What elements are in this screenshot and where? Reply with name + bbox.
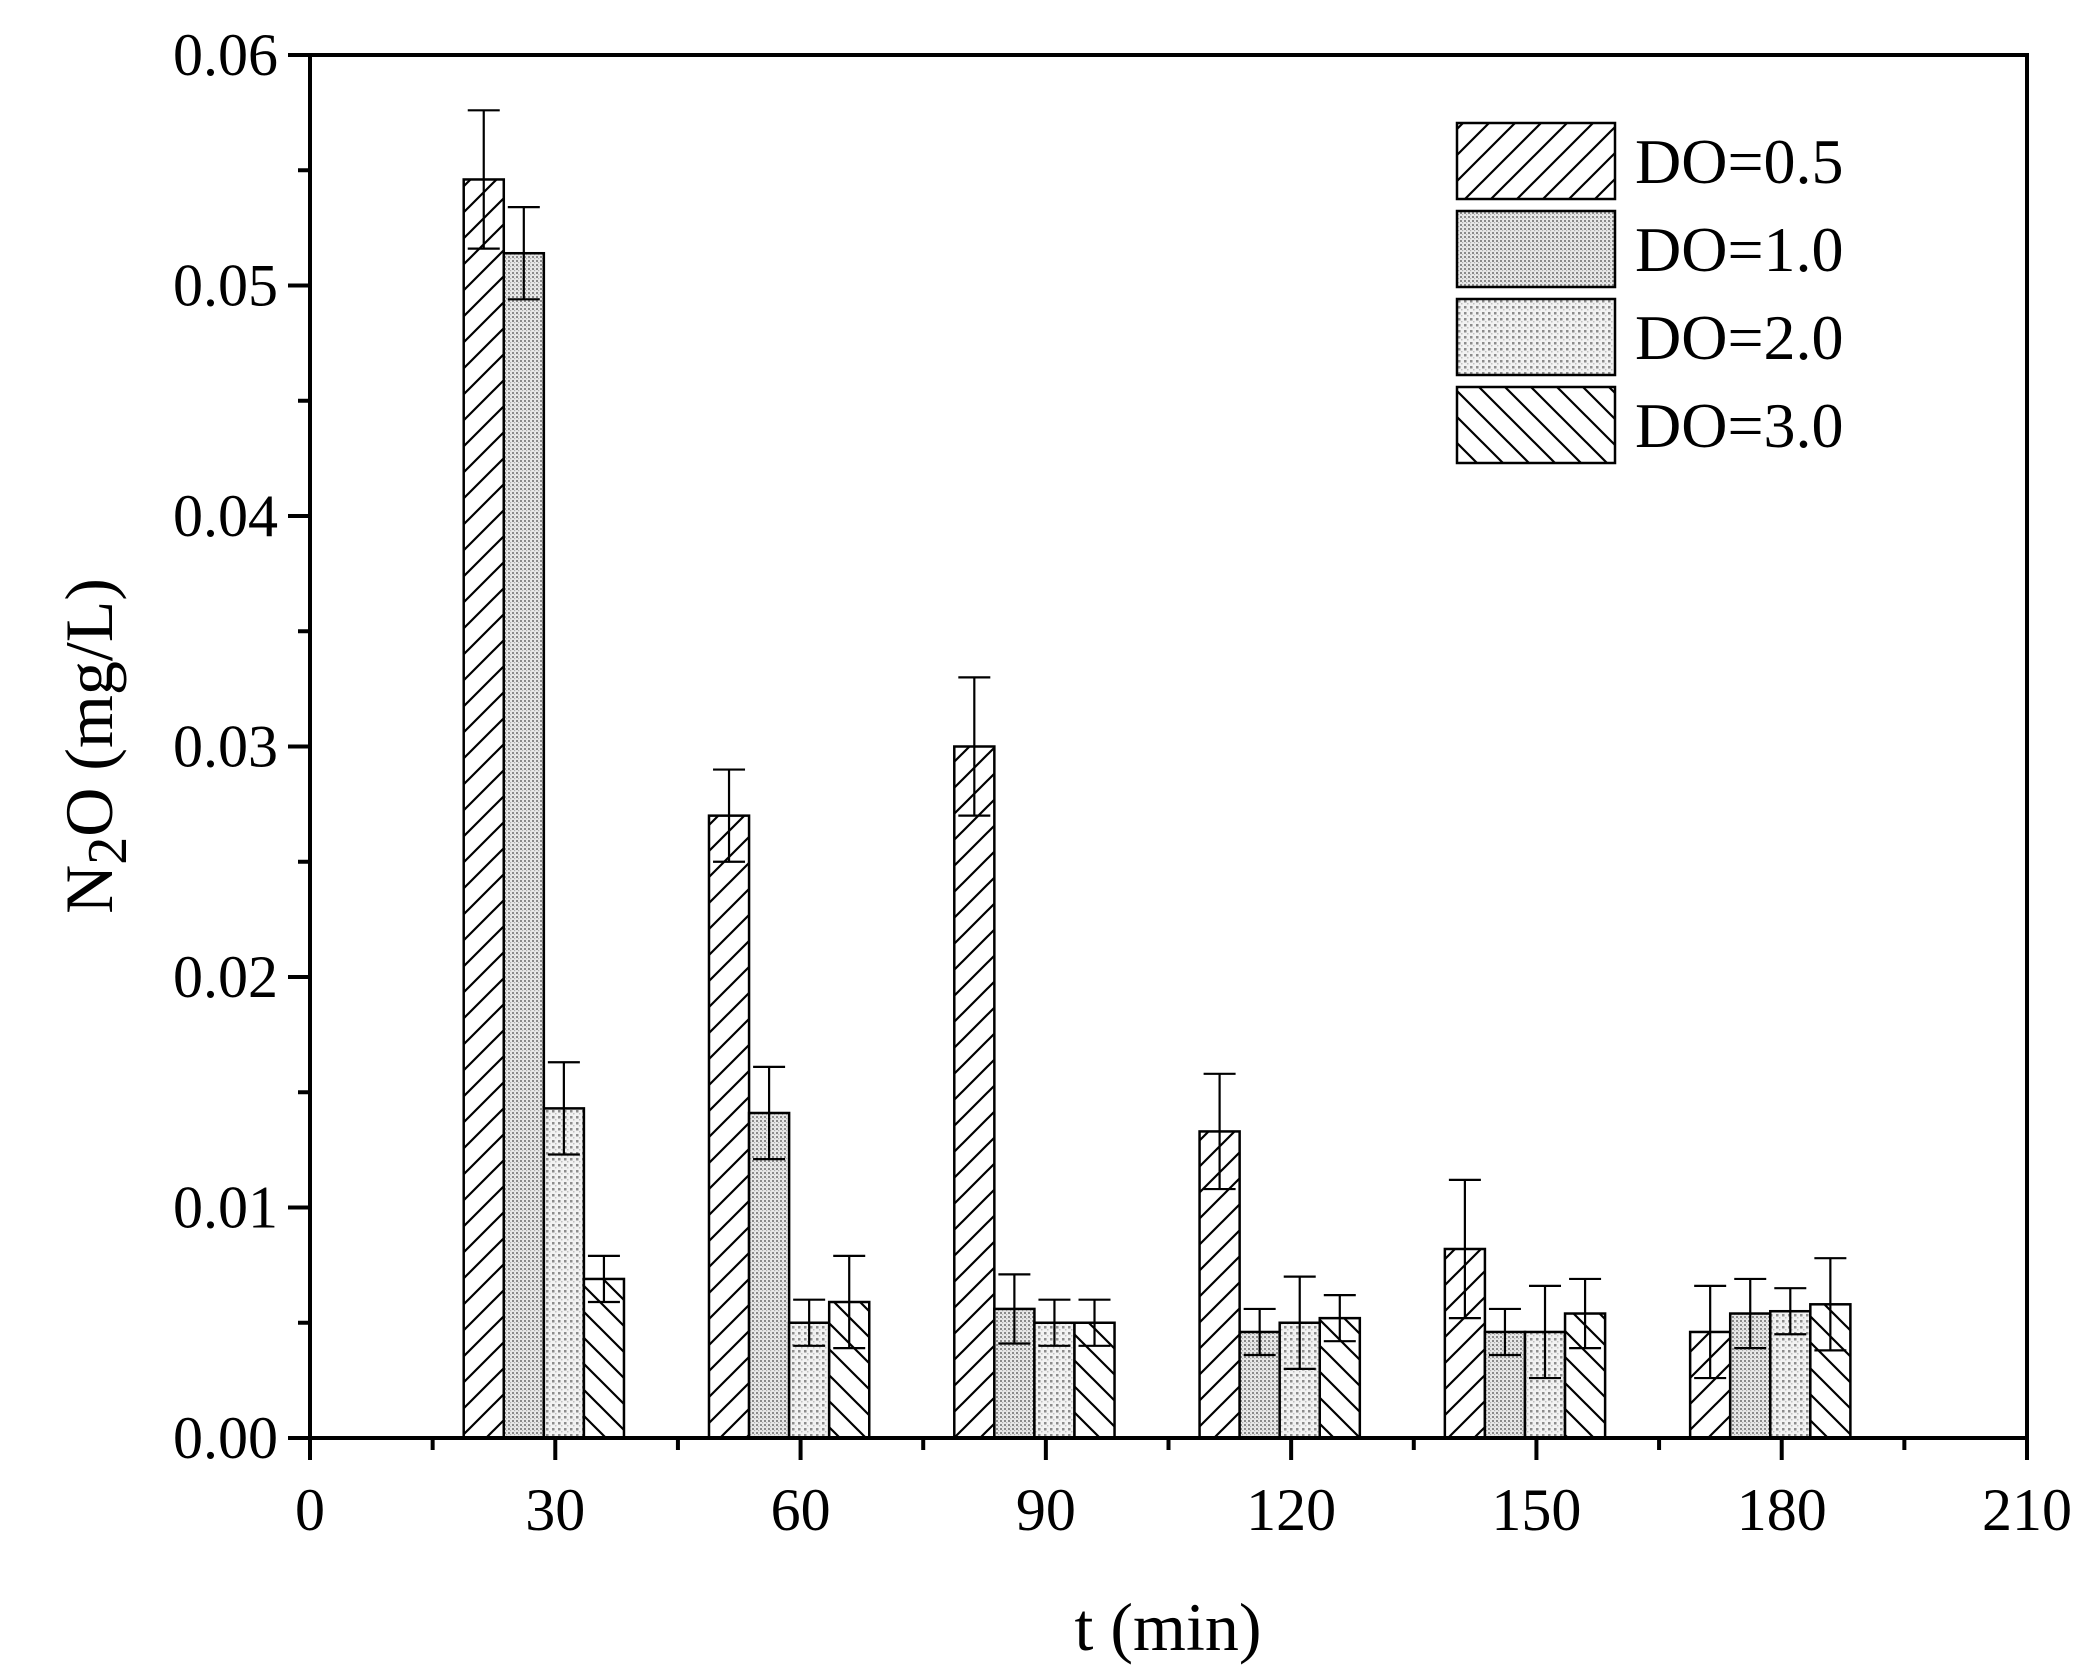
legend: DO=0.5 DO=1.0 DO=2.0 DO=3.0	[1455, 121, 1844, 465]
legend-item-do-2-0: DO=2.0	[1455, 297, 1844, 377]
x-tick-label: 60	[771, 1477, 831, 1543]
error-bar-do-0-5-t120	[1203, 1072, 1236, 1191]
legend-label: DO=0.5	[1635, 126, 1844, 197]
error-bar-do-2-0-t180	[1774, 1287, 1807, 1336]
bar-do-3-0-t30	[582, 1277, 626, 1440]
legend-item-do-0-5: DO=0.5	[1455, 121, 1844, 201]
y-axis-title-subscript: 2	[77, 837, 139, 865]
x-tick-label: 150	[1491, 1477, 1581, 1543]
bar-do-1-0-t30	[502, 251, 546, 1440]
bar-do-2-0-t30	[542, 1107, 586, 1440]
error-bar-do-2-0-t150	[1529, 1284, 1562, 1380]
error-bar-do-3-0-t60	[833, 1254, 866, 1350]
bar-do-0-5-t90	[953, 745, 996, 1440]
x-axis: 0 30 60 90 120 150 180 210	[295, 1438, 2072, 1543]
legend-label: DO=3.0	[1635, 390, 1844, 461]
y-tick-label: 0.05	[173, 253, 278, 319]
error-bar-do-2-0-t30	[547, 1061, 580, 1156]
legend-item-do-1-0: DO=1.0	[1455, 209, 1844, 289]
y-tick-label: 0.02	[173, 944, 278, 1010]
error-bar-do-0-5-t180	[1694, 1284, 1727, 1380]
error-bar-do-3-0-t180	[1814, 1257, 1847, 1352]
bar-do-0-5-t60	[707, 814, 751, 1440]
legend-swatch	[1455, 385, 1617, 465]
x-tick-label: 30	[525, 1477, 585, 1543]
y-tick-label: 0.00	[173, 1405, 278, 1471]
y-axis: 0.00 0.01 0.02 0.03 0.04 0.05 0.06	[173, 22, 310, 1471]
legend-swatch	[1455, 297, 1617, 377]
error-bar-do-2-0-t60	[793, 1298, 826, 1347]
error-bar-do-2-0-t120	[1283, 1275, 1316, 1370]
legend-label: DO=2.0	[1635, 302, 1844, 373]
x-tick-label: 0	[295, 1477, 325, 1543]
error-bar-do-1-0-t60	[753, 1065, 786, 1161]
legend-swatch	[1455, 209, 1617, 289]
error-bar-do-1-0-t30	[507, 206, 540, 301]
y-tick-label: 0.06	[173, 22, 278, 88]
legend-item-do-3-0: DO=3.0	[1455, 385, 1844, 465]
y-tick-label: 0.01	[173, 1175, 278, 1241]
y-axis-title-main: N	[51, 865, 127, 914]
legend-label: DO=1.0	[1635, 214, 1844, 285]
error-bar-do-0-5-t60	[713, 768, 746, 863]
error-bar-do-1-0-t120	[1243, 1307, 1276, 1357]
bar-do-1-0-t60	[747, 1111, 791, 1440]
x-tick-label: 120	[1246, 1477, 1336, 1543]
error-bar-do-1-0-t90	[998, 1273, 1031, 1345]
bar-do-0-5-t30	[462, 178, 506, 1440]
error-bar-do-3-0-t30	[587, 1254, 620, 1304]
error-bar-do-0-5-t90	[958, 676, 991, 817]
error-bar-do-3-0-t120	[1323, 1293, 1356, 1343]
error-bar-do-1-0-t180	[1734, 1277, 1767, 1350]
legend-swatch	[1455, 121, 1617, 201]
error-bar-do-0-5-t150	[1448, 1178, 1481, 1320]
bar-do-2-0-t150	[1523, 1330, 1567, 1440]
y-tick-label: 0.03	[173, 714, 278, 780]
y-axis-title-rest: O (mg/L)	[51, 578, 127, 837]
y-tick-label: 0.04	[173, 483, 278, 549]
x-tick-label: 180	[1737, 1477, 1827, 1543]
x-tick-label: 90	[1016, 1477, 1076, 1543]
error-bar-do-0-5-t30	[467, 109, 500, 250]
error-bars-layer	[467, 109, 1847, 1380]
y-axis-title: N2O (mg/L)	[51, 578, 139, 914]
error-bar-do-3-0-t150	[1569, 1277, 1602, 1350]
x-axis-title: t (min)	[1075, 1589, 1262, 1665]
error-bar-do-3-0-t90	[1078, 1298, 1111, 1347]
error-bar-do-2-0-t90	[1038, 1298, 1071, 1347]
error-bar-do-1-0-t150	[1488, 1307, 1521, 1357]
bar-do-0-5-t120	[1198, 1130, 1241, 1440]
x-tick-label: 210	[1982, 1477, 2072, 1543]
